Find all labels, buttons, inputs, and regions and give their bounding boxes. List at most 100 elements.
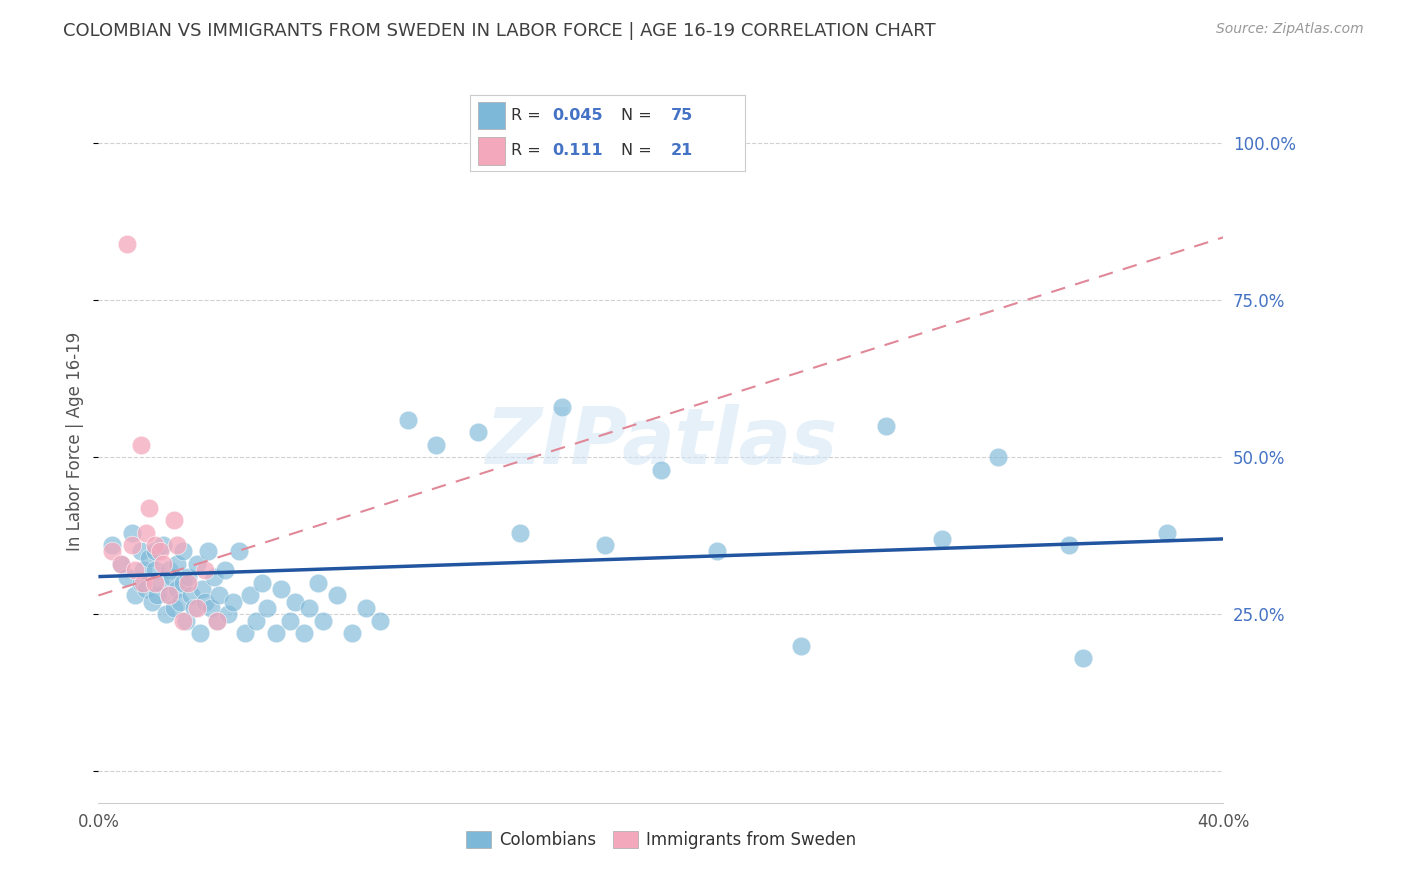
Point [172,575,194,590]
Point [200,601,222,615]
Point [132,563,155,577]
Point [141,595,163,609]
Point [340,626,363,640]
Point [186,601,208,615]
Point [155,607,177,622]
Point [188,626,211,640]
Point [143,563,166,577]
Point [152,538,174,552]
Point [163,513,186,527]
Point [121,525,143,540]
Y-axis label: In Labor Force | Age 16-19: In Labor Force | Age 16-19 [66,332,84,551]
Point [135,582,157,597]
Point [233,626,256,640]
Point [197,544,219,558]
Point [124,589,146,603]
Point [284,595,307,609]
Point [152,557,174,571]
Point [157,563,180,577]
Point [143,575,166,590]
Point [1057,538,1080,552]
Point [217,607,239,622]
Point [129,575,152,590]
Point [194,595,217,609]
Point [166,557,188,571]
Point [222,595,245,609]
Point [115,569,138,583]
Point [205,614,228,628]
Point [149,575,172,590]
Point [110,557,132,571]
Point [790,639,813,653]
Point [146,589,169,603]
Point [115,236,138,251]
Point [101,538,124,552]
Point [1071,651,1094,665]
Point [650,463,672,477]
Point [270,582,292,597]
Point [110,557,132,571]
Point [166,582,188,597]
Point [205,614,228,628]
Point [135,525,157,540]
Point [132,575,155,590]
Point [157,589,180,603]
Point [202,569,225,583]
Legend: Colombians, Immigrants from Sweden: Colombians, Immigrants from Sweden [458,824,863,856]
Point [1156,525,1178,540]
Point [149,544,172,558]
Point [264,626,287,640]
Point [129,438,152,452]
Point [194,563,217,577]
Point [326,589,349,603]
Point [174,614,197,628]
Point [425,438,447,452]
Point [368,614,391,628]
Point [143,538,166,552]
Point [166,538,188,552]
Point [138,500,160,515]
Point [278,614,301,628]
Point [875,418,897,433]
Point [551,400,574,414]
Point [121,538,143,552]
Point [228,544,250,558]
Point [101,544,124,558]
Point [593,538,616,552]
Point [256,601,278,615]
Point [180,589,202,603]
Point [138,550,160,565]
Point [143,544,166,558]
Point [157,589,180,603]
Point [239,589,262,603]
Point [124,563,146,577]
Point [509,525,531,540]
Point [214,563,236,577]
Point [312,614,335,628]
Point [250,575,273,590]
Point [172,544,194,558]
Point [354,601,377,615]
Point [987,450,1010,465]
Point [931,532,953,546]
Point [396,412,419,426]
Point [298,601,321,615]
Text: COLOMBIAN VS IMMIGRANTS FROM SWEDEN IN LABOR FORCE | AGE 16-19 CORRELATION CHART: COLOMBIAN VS IMMIGRANTS FROM SWEDEN IN L… [63,22,936,40]
Point [177,569,200,583]
Point [183,601,205,615]
Point [129,544,152,558]
Point [172,614,194,628]
Point [169,595,191,609]
Point [160,569,183,583]
Point [177,575,200,590]
Point [706,544,728,558]
Point [292,626,315,640]
Point [245,614,267,628]
Point [163,601,186,615]
Point [191,582,214,597]
Text: ZIPatlas: ZIPatlas [485,403,837,480]
Text: Source: ZipAtlas.com: Source: ZipAtlas.com [1216,22,1364,37]
Point [186,557,208,571]
Point [307,575,329,590]
Point [467,425,489,439]
